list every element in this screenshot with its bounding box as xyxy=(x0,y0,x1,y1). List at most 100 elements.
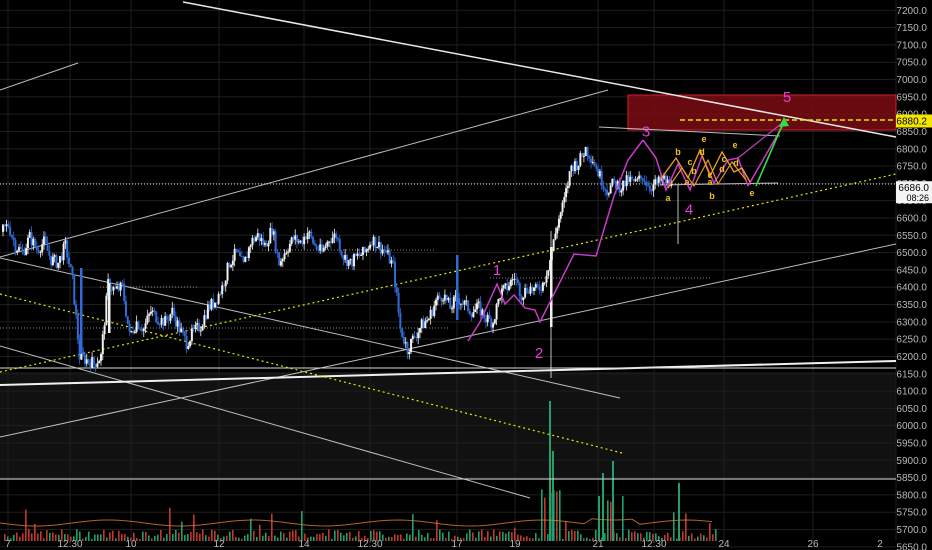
candle-body xyxy=(451,308,454,310)
sub-wave-label: e xyxy=(749,188,754,198)
price-tick-label: 5850.0 xyxy=(896,473,927,484)
volume-bar xyxy=(700,533,702,541)
candle-body xyxy=(531,286,534,291)
candle-body xyxy=(356,253,359,256)
volume-bar xyxy=(697,536,699,541)
candle-body xyxy=(37,250,40,253)
candle-body xyxy=(541,282,544,291)
green-projection-line xyxy=(755,120,785,187)
volume-bar xyxy=(523,537,525,541)
candle-body xyxy=(26,237,29,248)
channel-lower-line xyxy=(0,243,897,438)
price-axis[interactable]: 5650.0 5700.0 5750.0 5800.0 5850.0 5900.0 5950… xyxy=(896,6,932,550)
candle-body xyxy=(379,242,382,254)
candle-body xyxy=(221,285,224,295)
volume-bar xyxy=(538,538,540,541)
candle-body xyxy=(634,179,637,182)
candle-body xyxy=(210,299,213,310)
candle-body xyxy=(91,357,94,369)
candle-body xyxy=(62,243,65,261)
volume-bar xyxy=(61,529,63,541)
candle-body xyxy=(238,251,241,256)
candle-body xyxy=(647,185,650,187)
candle-body xyxy=(486,314,489,323)
volume-bar xyxy=(136,537,138,541)
volume-bar xyxy=(676,538,678,541)
volume-bar xyxy=(388,536,390,541)
volume-bar xyxy=(712,534,714,541)
sub-wave-label: a xyxy=(707,177,713,187)
candle-body xyxy=(288,243,291,252)
candle-body xyxy=(600,171,603,186)
candle-body xyxy=(176,320,179,327)
candle-body xyxy=(128,323,131,332)
candle-body xyxy=(500,288,503,299)
candle-body xyxy=(328,241,331,243)
volume-bar xyxy=(409,534,411,541)
candle-body xyxy=(18,247,21,251)
volume-bar xyxy=(706,537,708,541)
volume-bar xyxy=(421,534,423,541)
volume-bar xyxy=(58,534,60,541)
candle-body xyxy=(319,244,322,251)
candle-body xyxy=(222,285,225,287)
wave-channel-bottom xyxy=(659,182,779,186)
candle-body xyxy=(9,226,12,236)
volume-bar xyxy=(631,532,633,541)
volume-bar xyxy=(616,533,618,541)
candle-body xyxy=(312,236,315,244)
candle-body xyxy=(92,357,95,364)
volume-bar xyxy=(595,529,597,541)
big-down-candle xyxy=(456,255,459,320)
price-tick-label: 6850.0 xyxy=(896,127,927,138)
price-tick-label: 6600.0 xyxy=(896,213,927,224)
candle-body xyxy=(392,260,395,262)
volume-bar xyxy=(448,531,450,541)
candle-body xyxy=(255,237,258,242)
candle-body xyxy=(584,147,587,157)
volume-bar xyxy=(535,533,537,541)
volume-bar xyxy=(601,537,603,541)
candle-body xyxy=(418,328,421,333)
candle-body xyxy=(187,346,190,349)
volume-bar xyxy=(406,533,408,541)
volume-bar xyxy=(484,537,486,541)
volume-bar xyxy=(664,534,666,541)
candle-body xyxy=(427,318,430,321)
channel-upper-line xyxy=(0,89,609,258)
candle-body xyxy=(484,318,487,323)
candle-body xyxy=(158,324,161,326)
candle-body xyxy=(67,257,70,264)
volume-bar xyxy=(532,538,534,541)
candle-body xyxy=(157,322,160,325)
price-tick-label: 7000.0 xyxy=(896,75,927,86)
volume-bar xyxy=(424,537,426,541)
candle-body xyxy=(110,290,113,292)
candle-body xyxy=(130,331,133,333)
candle-body xyxy=(413,335,416,338)
volume-bar xyxy=(502,531,504,541)
candle-body xyxy=(335,233,338,239)
candle-body xyxy=(351,258,354,267)
candle-body xyxy=(493,319,496,324)
volume-bar xyxy=(145,531,147,541)
volume-bar xyxy=(640,533,642,541)
volume-bar xyxy=(628,529,630,541)
volume-bar xyxy=(541,489,543,541)
volume-bar xyxy=(394,534,396,541)
candle-body xyxy=(183,331,186,336)
candle-body xyxy=(650,190,653,192)
candle-body xyxy=(388,250,391,264)
sub-wave-label: a xyxy=(665,193,671,203)
volume-bar xyxy=(649,532,651,541)
volume-bar xyxy=(277,537,279,541)
time-tick-label: 24 xyxy=(718,539,730,550)
volume-bar xyxy=(148,535,150,541)
time-axis[interactable]: 7 12:30 10 12 14 12:30 17 19 21 12:30 24 26 2 xyxy=(5,539,883,550)
candle-body xyxy=(475,303,478,310)
volume-bar xyxy=(571,529,573,541)
volume-bar xyxy=(235,536,237,541)
volume-spike xyxy=(552,451,554,541)
wave-channel-top xyxy=(598,126,781,137)
